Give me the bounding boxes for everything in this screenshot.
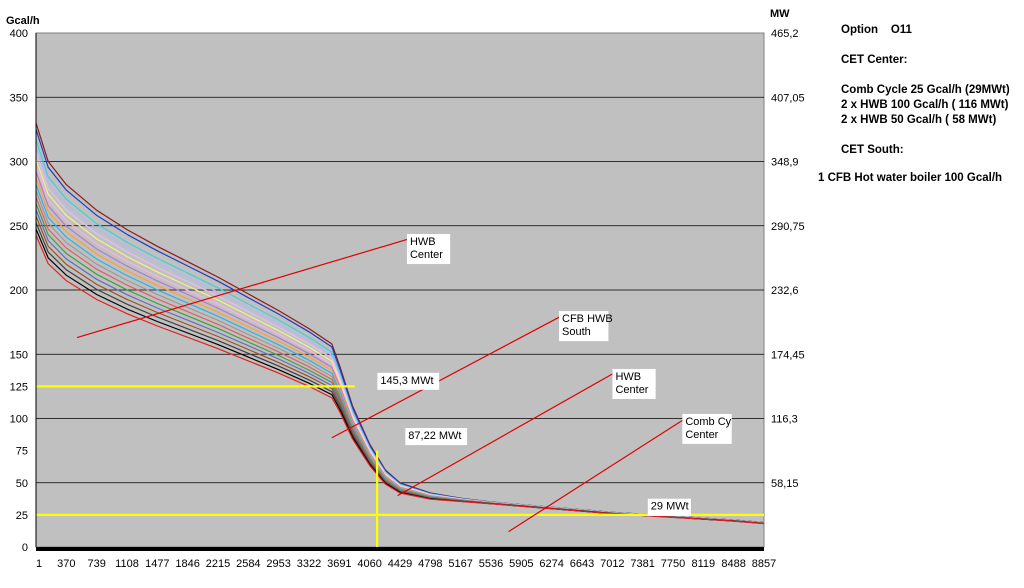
x-tick-label: 8857 (752, 558, 776, 570)
y-left-tick-label: 25 (16, 510, 28, 522)
x-tick-label: 3691 (327, 558, 351, 570)
y-left-tick-label: 75 (16, 446, 28, 458)
y-left-tick-label: 50 (16, 478, 28, 490)
hwb-center-2-label: HWB (615, 371, 641, 383)
x-tick-label: 6274 (539, 558, 563, 570)
mwt-87-box (405, 428, 468, 446)
y-right-tick-label: 465,2 (771, 28, 799, 40)
y-left-tick-label: 250 (10, 221, 28, 233)
x-tick-label: 5536 (479, 558, 503, 570)
y-right-tick-label: 174,45 (771, 349, 805, 361)
cfb-hwb-south-label: South (562, 326, 591, 338)
x-tick-label: 4060 (357, 558, 381, 570)
hwb-center-2-label: Center (615, 384, 648, 396)
y-right-tick-label: 116,3 (771, 414, 798, 426)
x-tick-label: 8488 (721, 558, 745, 570)
comb-cy-center-label: Center (685, 429, 718, 441)
option-label: Option (841, 24, 879, 36)
x-tick-label: 1108 (115, 558, 139, 570)
mwt-29-box (647, 498, 692, 516)
y-right-tick-label: 58,15 (771, 478, 799, 490)
hwb-center-1-label: HWB (410, 236, 436, 248)
cet-center-item: 2 x HWB 50 Gcal/h ( 58 MWt) (841, 114, 997, 126)
cfb-hwb-south-label: CFB HWB (562, 313, 613, 325)
x-tick-label: 5905 (509, 558, 533, 570)
x-tick-label: 2215 (206, 558, 230, 570)
x-tick-label: 2584 (236, 558, 260, 570)
cfb-hwb-south-box (559, 311, 609, 342)
x-tick-label: 4798 (418, 558, 442, 570)
y-left-tick-label: 100 (10, 414, 28, 426)
x-tick-label: 7750 (661, 558, 685, 570)
x-axis-bar (36, 547, 764, 551)
x-tick-label: 7012 (600, 558, 624, 570)
mwt-145-label: 145,3 MWt (380, 375, 433, 387)
option-line: Option O11 (841, 24, 912, 36)
hwb-center-1-box (406, 234, 451, 265)
x-tick-label: 1477 (145, 558, 169, 570)
y-left-tick-label: 125 (10, 381, 28, 393)
y-left-tick-label: 400 (10, 28, 28, 40)
comb-cy-center-leader (508, 417, 686, 533)
comb-cy-center-box (682, 413, 732, 444)
x-tick-label: 1846 (175, 558, 199, 570)
cet-center-item: Comb Cycle 25 Gcal/h (29MWt) (841, 84, 1010, 96)
x-tick-label: 370 (57, 558, 75, 570)
cfb-hwb-south-leader (331, 315, 563, 439)
hwb-center-2-box (612, 368, 656, 399)
comb-cy-center-label: Comb Cy (685, 416, 731, 428)
y-right-unit: MW (770, 8, 790, 20)
x-tick-label: 5167 (448, 558, 472, 570)
y-left-tick-label: 300 (10, 157, 28, 169)
cet-center-item: 2 x HWB 100 Gcal/h ( 116 MWt) (841, 99, 1009, 111)
x-tick-label: 1 (36, 558, 42, 570)
hwb-center-1-label: Center (410, 249, 443, 261)
x-tick-label: 8119 (692, 558, 716, 570)
mwt-29-label: 29 MWt (651, 501, 689, 513)
hwb-center-2-leader (397, 371, 616, 497)
x-tick-label: 7381 (630, 558, 654, 570)
hwb-center-1-leader (76, 238, 411, 339)
x-tick-label: 739 (87, 558, 105, 570)
mwt-145-box (377, 372, 440, 390)
x-tick-label: 2953 (266, 558, 290, 570)
y-right-tick-label: 290,75 (771, 221, 805, 233)
x-tick-label: 4429 (388, 558, 412, 570)
y-right-tick-label: 348,9 (771, 157, 799, 169)
y-right-tick-label: 232,6 (771, 285, 799, 297)
cet-south-title: CET South: (841, 144, 904, 156)
y-left-tick-label: 0 (22, 542, 28, 554)
cet-south-item: 1 CFB Hot water boiler 100 Gcal/h (818, 172, 1003, 184)
y-left-tick-label: 200 (10, 285, 28, 297)
cet-center-title: CET Center: (841, 54, 908, 66)
x-tick-label: 6643 (570, 558, 594, 570)
x-tick-label: 3322 (297, 558, 321, 570)
y-left-tick-label: 150 (10, 349, 28, 361)
option-value: O11 (890, 24, 912, 36)
y-left-unit: Gcal/h (6, 15, 40, 27)
mwt-87-label: 87,22 MWt (408, 430, 461, 442)
y-right-tick-label: 407,05 (771, 92, 805, 104)
y-left-tick-label: 350 (10, 92, 28, 104)
